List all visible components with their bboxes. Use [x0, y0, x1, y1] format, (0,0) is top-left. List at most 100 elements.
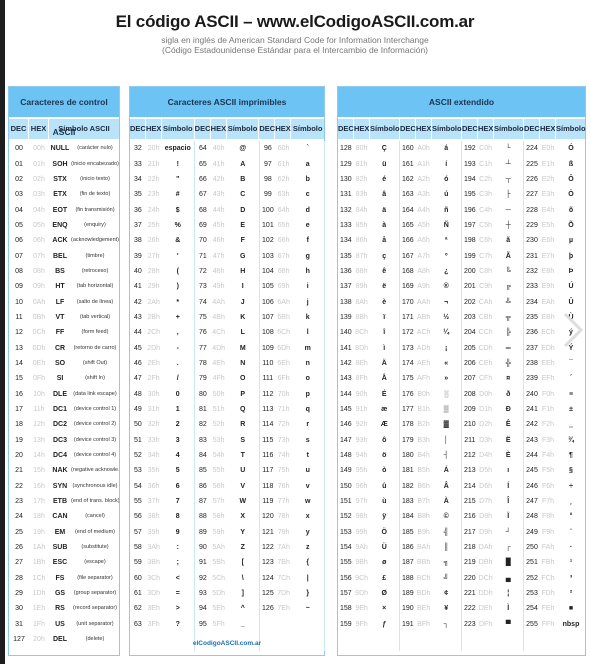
table-row: 238 EEh ¯ [524, 356, 586, 371]
cell-dec: 159 [340, 620, 352, 628]
table-row: 232 E8h Þ [524, 264, 586, 279]
cell-hex: AAh [416, 298, 431, 306]
table-row: 235 EBh Ù [524, 310, 586, 325]
cell-hex: 2Dh [147, 344, 161, 352]
cell-dec: 236 [526, 329, 538, 337]
cell-hex: B4h [417, 452, 430, 460]
table-row: 110 6Eh n [260, 356, 324, 371]
cell-dec: 151 [340, 498, 352, 506]
cell-symbol: Þ [568, 267, 574, 275]
next-slide-arrow[interactable] [559, 310, 587, 350]
table-row: 164 A4h ñ [400, 202, 461, 217]
cell-hex: 75h [277, 467, 290, 475]
cell-hex: C5h [479, 221, 493, 229]
extended-ascii-table: ASCII extendido DEC HEX Símbolo DEC HEX Símbo… [337, 86, 586, 656]
table-row: 47 2Fh / [130, 371, 194, 386]
col-header-symbol: Símbolo [370, 119, 400, 139]
table-row: 145 91h æ [338, 402, 399, 417]
col-header-hex: HEX [29, 119, 49, 139]
table-row: 49 31h 1 [130, 402, 194, 417]
table-row: 22 16h SYN (synchronous idle) [9, 479, 119, 494]
table-row: 87 57h W [195, 494, 259, 509]
cell-hex: A4h [417, 206, 430, 214]
cell-symbol: SYN [52, 482, 68, 490]
cell-hex: 47h [212, 252, 225, 260]
cell-hex: 03h [33, 191, 45, 199]
cell-symbol: ╣ [443, 528, 449, 536]
cell-symbol: · [569, 544, 573, 552]
cell-hex: B3h [417, 436, 430, 444]
cell-dec: 125 [262, 590, 274, 598]
table-row: 61 3Dh = [130, 586, 194, 601]
cell-symbol: Z [240, 544, 245, 552]
table-row: 41 29h) [130, 279, 194, 294]
cell-symbol: ║ [443, 544, 449, 552]
table-row: 166 A6h ª [400, 233, 461, 248]
cell-dec: 96 [263, 145, 272, 153]
cell-hex: 4Ch [212, 329, 226, 337]
cell-hex: 2Ch [147, 329, 161, 337]
table-row: 121 79h y [260, 525, 324, 540]
cell-hex: 07h [33, 252, 45, 260]
cell-hex: FDh [541, 590, 555, 598]
table-row: 35 23h # [130, 187, 194, 202]
cell-description: (shift In) [85, 375, 105, 382]
site-link[interactable]: elCodigoASCII.com.ar [192, 640, 262, 647]
table-row: 48 30h 0 [130, 387, 194, 402]
cell-symbol: E [240, 221, 246, 229]
cell-symbol: ├ [505, 191, 511, 199]
cell-symbol: LF [55, 298, 65, 306]
cell-hex: 71h [277, 406, 290, 414]
cell-dec: 06 [15, 237, 23, 245]
cell-hex: DEh [478, 605, 493, 613]
col-header-dec: DEC [524, 119, 540, 139]
table-row: 117 75h u [260, 463, 324, 478]
cell-symbol: © [443, 513, 449, 521]
cell-dec: 13 [15, 344, 23, 352]
cell-hex: DFh [478, 620, 493, 628]
table-row: 249 F9h ¨ [524, 525, 586, 540]
cell-dec: 208 [464, 390, 476, 398]
cell-hex: 0Eh [32, 359, 46, 367]
cell-symbol: µ [568, 237, 574, 245]
cell-hex: DDh [478, 590, 493, 598]
cell-hex: 25h [147, 221, 160, 229]
cell-symbol: ú [444, 191, 449, 199]
cell-symbol: B [240, 175, 246, 183]
cell-symbol: q [305, 406, 310, 414]
cell-hex: 23h [147, 191, 160, 199]
table-row: 66 42h B [195, 172, 259, 187]
table-row: 85 55h U [195, 463, 259, 478]
cell-dec: 222 [464, 605, 476, 613]
cell-dec: 130 [340, 175, 352, 183]
cell-hex: 74h [277, 452, 290, 460]
cell-dec: 186 [402, 544, 414, 552]
table-row: 236 ECh ý [524, 325, 586, 340]
cell-hex: B0h [417, 390, 430, 398]
cell-hex: 83h [355, 191, 368, 199]
cell-symbol: U [240, 467, 246, 475]
cell-dec: 157 [340, 590, 352, 598]
col-header-hex: HEX [211, 119, 227, 139]
table-row: 04 04h EOT (fin transmisión) [9, 202, 119, 217]
cell-dec: 108 [262, 329, 274, 337]
table-row: 105 69h i [260, 279, 324, 294]
cell-symbol: J [240, 298, 245, 306]
table-row: 92 5Ch \ [195, 571, 259, 586]
cell-hex: 7Ah [277, 544, 290, 552]
table-row: 14 0Eh SO (shift Out) [9, 356, 119, 371]
cell-symbol: f [306, 237, 309, 245]
table-row: 21 15h NAK (negative acknowle.) [9, 463, 119, 478]
cell-symbol: ░ [443, 390, 449, 398]
cell-dec: 47 [133, 375, 142, 383]
cell-dec: 29 [15, 590, 23, 598]
cell-hex: 35h [147, 467, 160, 475]
table-row: 171 ABh ½ [400, 310, 461, 325]
cell-dec: 35 [133, 191, 142, 199]
chevron-right-icon [563, 312, 584, 348]
cell-dec: 41 [133, 283, 142, 291]
table-row: 122 7Ah z [260, 540, 324, 555]
cell-hex: 5Dh [212, 590, 226, 598]
cell-dec: 169 [402, 283, 414, 291]
cell-hex: 5Eh [212, 605, 225, 613]
